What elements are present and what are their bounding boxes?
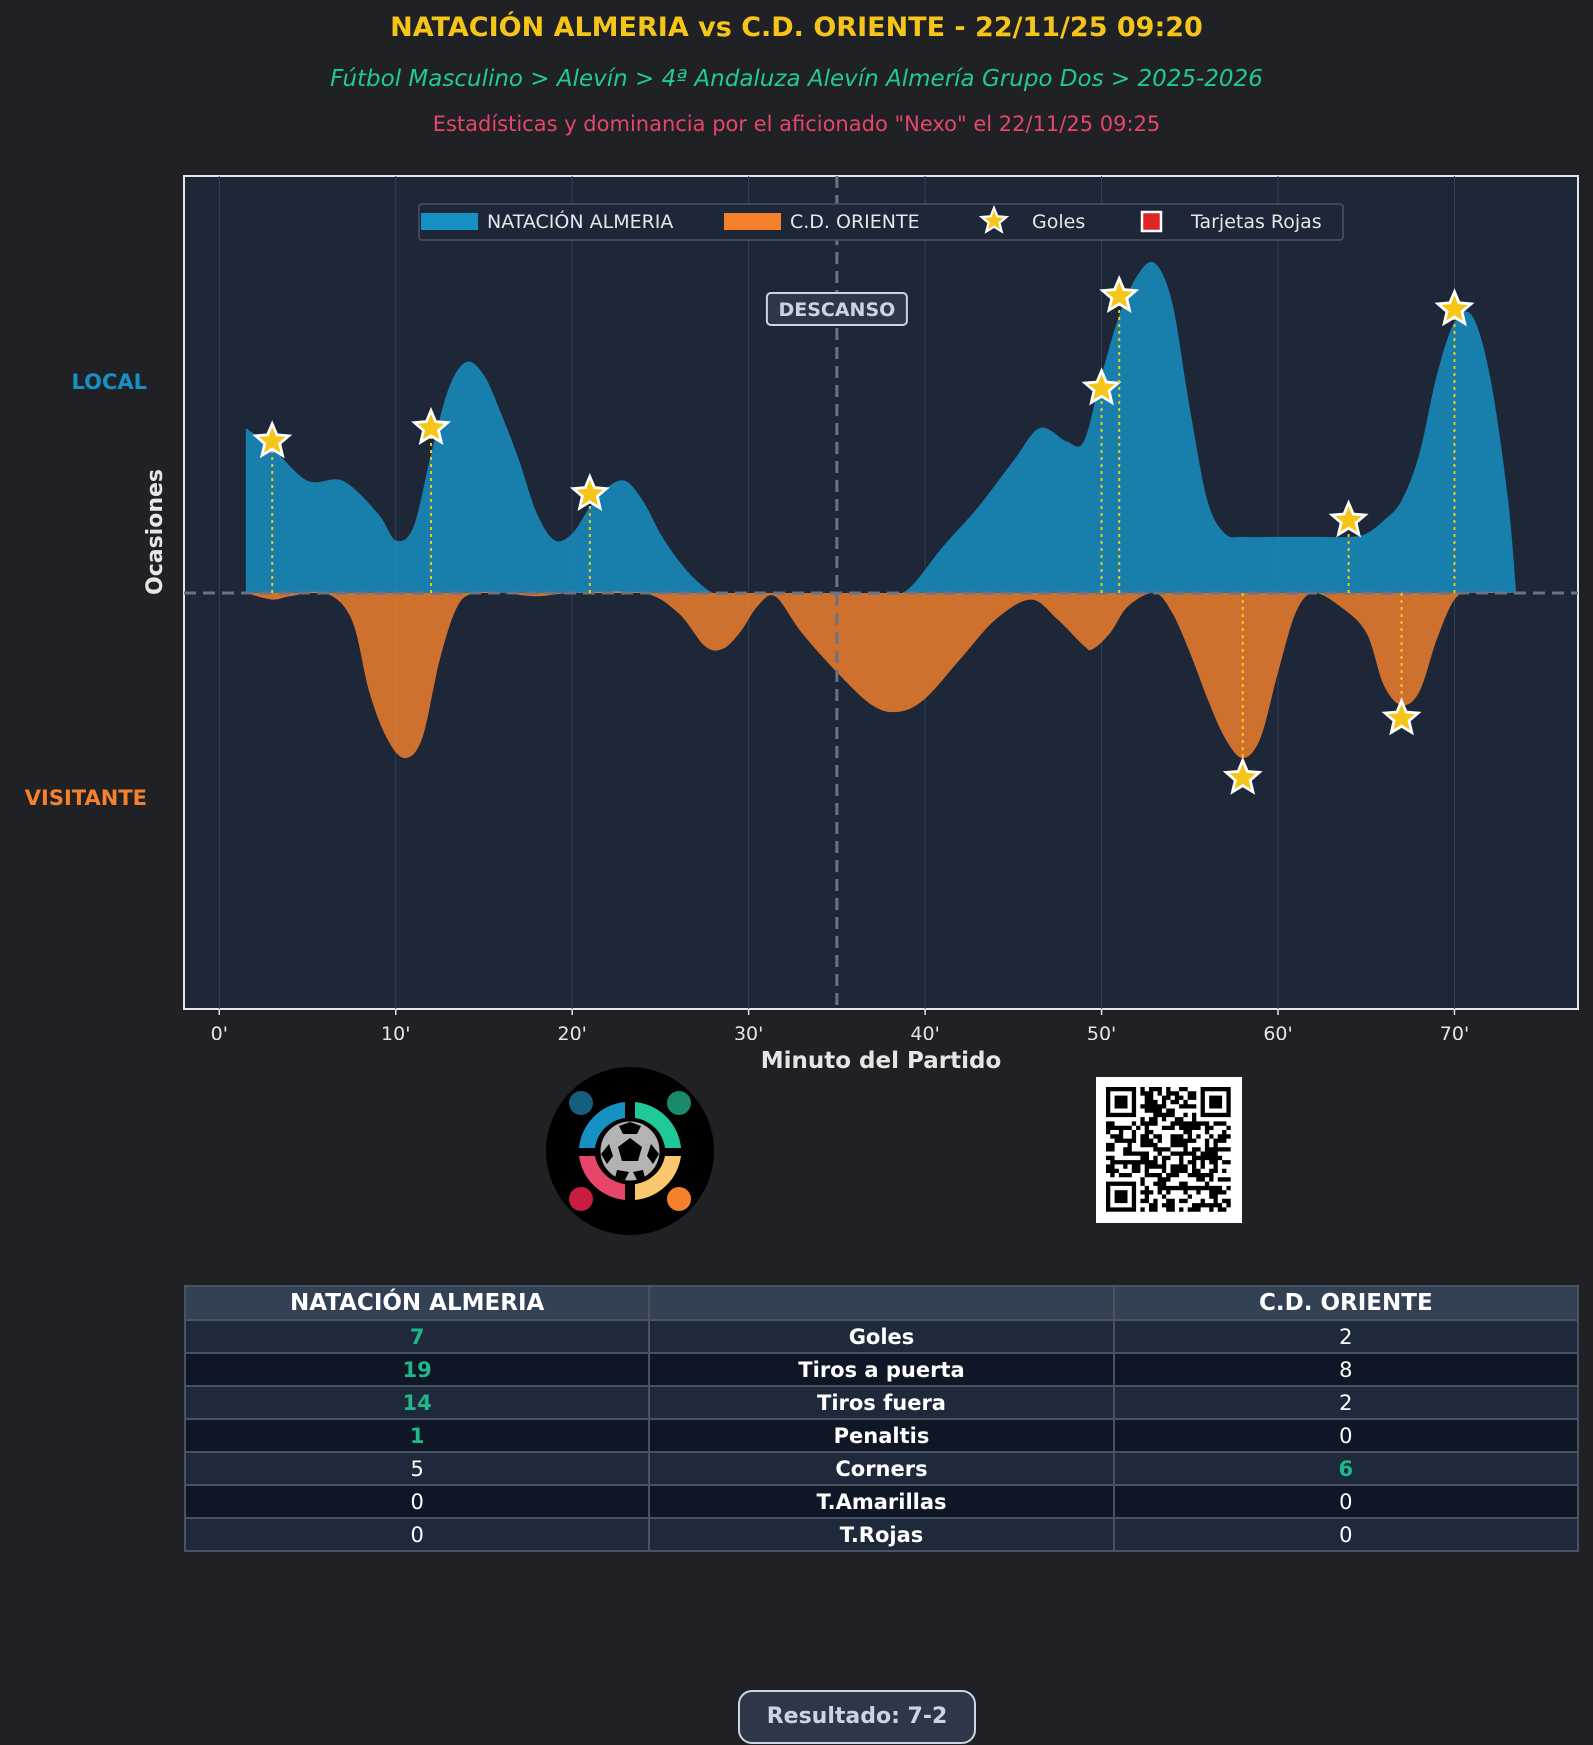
table-row: 5 Corners 6 bbox=[183, 1451, 1580, 1486]
x-tick-label: 20' bbox=[557, 1023, 586, 1040]
table-row: 14 Tiros fuera 2 bbox=[183, 1385, 1580, 1420]
home-value: 19 bbox=[183, 1352, 651, 1387]
home-value: 1 bbox=[183, 1418, 651, 1453]
home-value: 0 bbox=[183, 1517, 651, 1552]
away-value: 2 bbox=[1112, 1385, 1580, 1420]
away-value: 8 bbox=[1112, 1352, 1580, 1387]
home-value: 0 bbox=[183, 1484, 651, 1519]
match-title: NATACIÓN ALMERIA vs C.D. ORIENTE - 22/11… bbox=[390, 12, 1203, 43]
legend-red-card-swatch bbox=[1140, 210, 1163, 233]
away-team-header: C.D. ORIENTE bbox=[1112, 1285, 1580, 1321]
stats-credit: Estadísticas y dominancia por el aficion… bbox=[432, 112, 1161, 136]
qr-modules bbox=[1106, 1087, 1231, 1212]
halftime-box bbox=[765, 292, 908, 326]
home-value: 14 bbox=[183, 1385, 651, 1420]
goal-star bbox=[258, 427, 286, 453]
x-axis-label: Minuto del Partido bbox=[760, 1048, 1002, 1074]
goal-star bbox=[576, 480, 604, 506]
chart-legend: NATACIÓN ALMERIA C.D. ORIENTE Goles Tarjeta… bbox=[418, 203, 1344, 241]
legend-goal-label: Goles bbox=[1032, 211, 1085, 233]
away-value: 0 bbox=[1112, 1484, 1580, 1519]
table-row: 1 Penaltis 0 bbox=[183, 1418, 1580, 1453]
x-tick-label: 60' bbox=[1263, 1023, 1292, 1040]
stat-label: Goles bbox=[648, 1319, 1115, 1354]
away-value: 2 bbox=[1112, 1319, 1580, 1354]
x-tick-label: 10' bbox=[381, 1023, 410, 1040]
home-dominance-area bbox=[245, 261, 1517, 595]
away-value: 0 bbox=[1112, 1517, 1580, 1552]
stats-table: NATACIÓN ALMERIA C.D. ORIENTE 7 Goles 2 19 T… bbox=[183, 1285, 1580, 1552]
visitor-label: VISITANTE bbox=[24, 786, 147, 810]
competition-breadcrumb: Fútbol Masculino > Alevín > 4ª Andaluza … bbox=[330, 66, 1263, 92]
goal-star bbox=[1229, 763, 1256, 790]
goal-star bbox=[417, 414, 445, 440]
goal-star bbox=[1088, 374, 1115, 400]
stat-label: T.Amarillas bbox=[648, 1484, 1115, 1519]
x-tick-label: 30' bbox=[734, 1023, 763, 1040]
stat-label: Tiros a puerta bbox=[648, 1352, 1115, 1387]
app-logo bbox=[546, 1067, 714, 1235]
qr-finder bbox=[1209, 1095, 1223, 1109]
goal-star bbox=[1335, 506, 1362, 532]
home-value: 5 bbox=[183, 1451, 651, 1486]
goal-star bbox=[1388, 704, 1415, 730]
qr-finder bbox=[1114, 1095, 1128, 1109]
stat-header bbox=[648, 1285, 1115, 1321]
legend-away-label: C.D. ORIENTE bbox=[790, 211, 920, 233]
goal-star bbox=[1105, 282, 1133, 308]
table-row: 0 T.Rojas 0 bbox=[183, 1517, 1580, 1552]
x-tick-label: 50' bbox=[1087, 1023, 1116, 1040]
dominance-chart: 0' 10' 20' 30' 40' 50' 60' 70' DESCANSO NATACIÓN … bbox=[183, 175, 1579, 1040]
stat-label: Penaltis bbox=[648, 1418, 1115, 1453]
legend-box bbox=[418, 203, 1344, 241]
qr-finder bbox=[1114, 1190, 1128, 1204]
qr-code bbox=[1096, 1077, 1242, 1223]
stat-label: Tiros fuera bbox=[648, 1385, 1115, 1420]
halftime-label: DESCANSO bbox=[778, 299, 895, 321]
goal-star bbox=[1441, 295, 1468, 321]
stat-label: Corners bbox=[648, 1451, 1115, 1486]
legend-red-card-label: Tarjetas Rojas bbox=[1190, 211, 1322, 233]
table-row: 7 Goles 2 bbox=[183, 1319, 1580, 1354]
x-tick-label: 0' bbox=[211, 1023, 228, 1040]
legend-goal-star bbox=[984, 211, 1004, 230]
legend-home-swatch bbox=[421, 213, 478, 230]
x-tick-label: 40' bbox=[910, 1023, 939, 1040]
legend-home-label: NATACIÓN ALMERIA bbox=[487, 209, 673, 233]
x-tick-label: 70' bbox=[1440, 1023, 1469, 1040]
home-value: 7 bbox=[183, 1319, 651, 1354]
away-dominance-area bbox=[245, 591, 1517, 758]
legend-away-swatch bbox=[724, 213, 781, 230]
away-value: 6 bbox=[1112, 1451, 1580, 1486]
away-value: 0 bbox=[1112, 1418, 1580, 1453]
stat-label: T.Rojas bbox=[648, 1517, 1115, 1552]
final-result-badge: Resultado: 7-2 bbox=[738, 1690, 976, 1744]
table-row: 0 T.Amarillas 0 bbox=[183, 1484, 1580, 1519]
table-row: 19 Tiros a puerta 8 bbox=[183, 1352, 1580, 1387]
local-label: LOCAL bbox=[71, 370, 147, 394]
home-team-header: NATACIÓN ALMERIA bbox=[183, 1285, 651, 1321]
